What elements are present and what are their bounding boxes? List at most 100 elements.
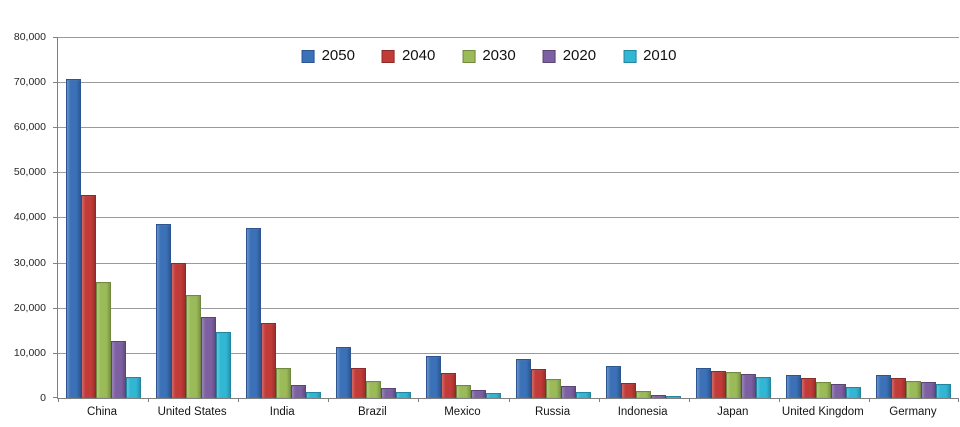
bar-2010-united-kingdom bbox=[846, 387, 862, 398]
bar-2030-china bbox=[95, 282, 111, 398]
legend-label: 2050 bbox=[321, 47, 355, 64]
y-axis-tick bbox=[53, 82, 58, 83]
gridline bbox=[58, 217, 959, 218]
bar-group bbox=[509, 37, 599, 398]
legend-item-2020: 2020 bbox=[542, 47, 597, 65]
bar-2040-united-states bbox=[170, 263, 186, 398]
y-axis-labels: 0 10,000 20,000 30,000 40,000 50,000 60,000 70,… bbox=[0, 31, 50, 404]
bar-2040-indonesia bbox=[621, 383, 637, 398]
x-axis-labels: China United States India Brazil Mexico Russi… bbox=[57, 404, 958, 422]
x-category-label: Germany bbox=[889, 406, 937, 418]
x-axis-tick bbox=[148, 398, 149, 402]
x-axis-tick bbox=[58, 398, 59, 402]
bar-2050-india bbox=[245, 228, 261, 398]
y-axis-tick bbox=[53, 127, 58, 128]
gridline bbox=[58, 82, 959, 83]
x-axis-tick bbox=[958, 398, 959, 402]
y-axis-tick bbox=[53, 397, 58, 398]
legend-swatch-icon bbox=[381, 49, 395, 63]
bar-group bbox=[238, 37, 328, 398]
bar-group bbox=[779, 37, 869, 398]
gridline bbox=[58, 37, 959, 38]
bar-2020-russia bbox=[561, 386, 577, 398]
bar-2030-indonesia bbox=[636, 391, 652, 398]
bar-2040-japan bbox=[711, 371, 727, 398]
bar-2020-japan bbox=[741, 374, 757, 398]
y-tick-label: 0 bbox=[40, 392, 46, 404]
bar-2050-russia bbox=[516, 359, 532, 398]
bar-2020-mexico bbox=[470, 390, 486, 398]
bar-2010-india bbox=[305, 392, 321, 398]
x-axis-tick bbox=[238, 398, 239, 402]
bar-2050-mexico bbox=[425, 356, 441, 398]
bar-group bbox=[689, 37, 779, 398]
y-tick-label: 50,000 bbox=[13, 166, 46, 178]
bar-2030-united-kingdom bbox=[816, 382, 832, 398]
bar-2030-mexico bbox=[455, 385, 471, 398]
bar-2050-indonesia bbox=[606, 366, 622, 398]
legend-label: 2030 bbox=[482, 47, 516, 64]
bar-group bbox=[599, 37, 689, 398]
x-axis-tick bbox=[509, 398, 510, 402]
x-category-label: Mexico bbox=[444, 406, 481, 418]
x-category-label: United States bbox=[157, 406, 227, 418]
bar-2040-india bbox=[260, 323, 276, 398]
legend-label: 2010 bbox=[643, 47, 677, 64]
legend: 2050 2040 2030 2020 2010 bbox=[301, 47, 676, 65]
plot-area bbox=[53, 37, 959, 402]
y-tick-label: 40,000 bbox=[13, 211, 46, 223]
y-tick-label: 70,000 bbox=[13, 76, 46, 88]
x-category-label: United Kingdom bbox=[781, 406, 864, 418]
gridline bbox=[58, 127, 959, 128]
bar-2050-brazil bbox=[335, 347, 351, 398]
bar-2030-india bbox=[275, 368, 291, 398]
bar-group bbox=[58, 37, 148, 398]
bar-2040-russia bbox=[531, 369, 547, 398]
y-tick-label: 10,000 bbox=[13, 347, 46, 359]
y-axis-tick bbox=[53, 172, 58, 173]
bar-2040-germany bbox=[891, 378, 907, 398]
bar-2050-united-kingdom bbox=[786, 375, 802, 398]
bar-2040-china bbox=[80, 195, 96, 398]
x-category-label: India bbox=[269, 406, 295, 418]
y-axis-tick bbox=[53, 37, 58, 38]
x-category-label: Japan bbox=[717, 406, 749, 418]
x-category-label: Russia bbox=[534, 406, 571, 418]
y-tick-label: 30,000 bbox=[13, 257, 46, 269]
bar-2010-brazil bbox=[395, 392, 411, 398]
bar-2010-indonesia bbox=[666, 396, 682, 398]
bar-2040-united-kingdom bbox=[801, 378, 817, 398]
bar-2040-brazil bbox=[350, 368, 366, 398]
legend-item-2010: 2010 bbox=[623, 47, 676, 65]
legend-swatch-icon bbox=[462, 49, 476, 63]
y-axis-tick bbox=[53, 353, 58, 354]
bar-group bbox=[148, 37, 238, 398]
bar-group bbox=[418, 37, 508, 398]
bar-2010-russia bbox=[576, 392, 592, 398]
x-category-label: China bbox=[87, 406, 118, 418]
bar-2020-united-states bbox=[200, 317, 216, 398]
bar-2020-india bbox=[290, 385, 306, 398]
legend-label: 2040 bbox=[401, 47, 436, 64]
bar-2050-united-states bbox=[155, 224, 171, 398]
bar-2010-japan bbox=[756, 377, 772, 398]
gridline bbox=[58, 172, 959, 173]
x-axis-tick bbox=[689, 398, 690, 402]
gridline bbox=[58, 263, 959, 264]
bar-group bbox=[328, 37, 418, 398]
bar-2030-japan bbox=[726, 372, 742, 398]
x-axis-tick bbox=[418, 398, 419, 402]
legend-label: 2020 bbox=[562, 47, 597, 64]
bar-2010-united-states bbox=[215, 332, 231, 398]
legend-swatch-icon bbox=[623, 49, 637, 63]
bar-2030-germany bbox=[906, 381, 922, 398]
bar-2010-germany bbox=[936, 384, 952, 398]
bar-2030-russia bbox=[546, 379, 562, 398]
bar-2020-united-kingdom bbox=[831, 384, 847, 398]
legend-item-2040: 2040 bbox=[381, 47, 436, 65]
bar-2040-mexico bbox=[440, 373, 456, 398]
legend-item-2030: 2030 bbox=[462, 47, 516, 65]
bar-2020-germany bbox=[921, 382, 937, 398]
y-tick-label: 60,000 bbox=[13, 121, 46, 133]
